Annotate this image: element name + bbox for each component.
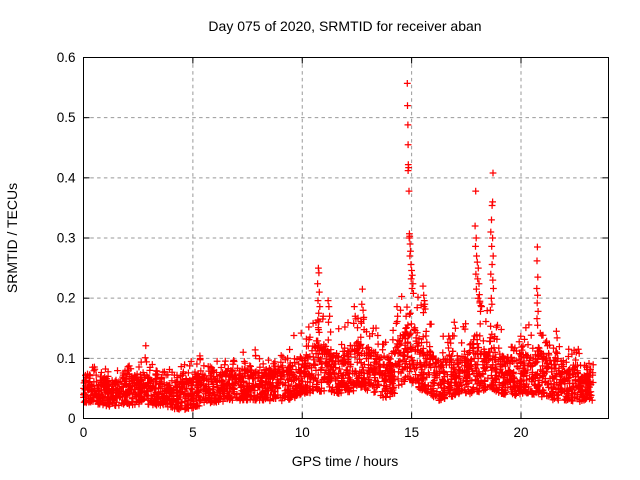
y-tick-label: 0.6 xyxy=(57,50,76,65)
x-tick-label: 10 xyxy=(295,425,310,440)
y-tick-label: 0.4 xyxy=(57,170,76,185)
y-tick-label: 0.2 xyxy=(57,291,76,306)
scatter-points xyxy=(80,80,597,413)
x-axis-label: GPS time / hours xyxy=(292,453,399,469)
x-tick-label: 5 xyxy=(189,425,197,440)
axes xyxy=(83,57,609,419)
x-tick-label: 0 xyxy=(80,425,88,440)
y-tick-label: 0 xyxy=(68,411,76,426)
x-tick-label: 15 xyxy=(404,425,419,440)
x-tick-label: 20 xyxy=(513,425,528,440)
tick-labels: 0 5 10 15 20 0 0.1 0.2 0.3 0.4 0.5 0.6 xyxy=(57,50,529,440)
chart-title: Day 075 of 2020, SRMTID for receiver aba… xyxy=(208,18,481,34)
y-tick-label: 0.1 xyxy=(57,351,76,366)
y-tick-label: 0.5 xyxy=(57,110,76,125)
y-axis-label: SRMTID / TECUs xyxy=(4,183,20,293)
y-tick-label: 0.3 xyxy=(57,231,76,246)
